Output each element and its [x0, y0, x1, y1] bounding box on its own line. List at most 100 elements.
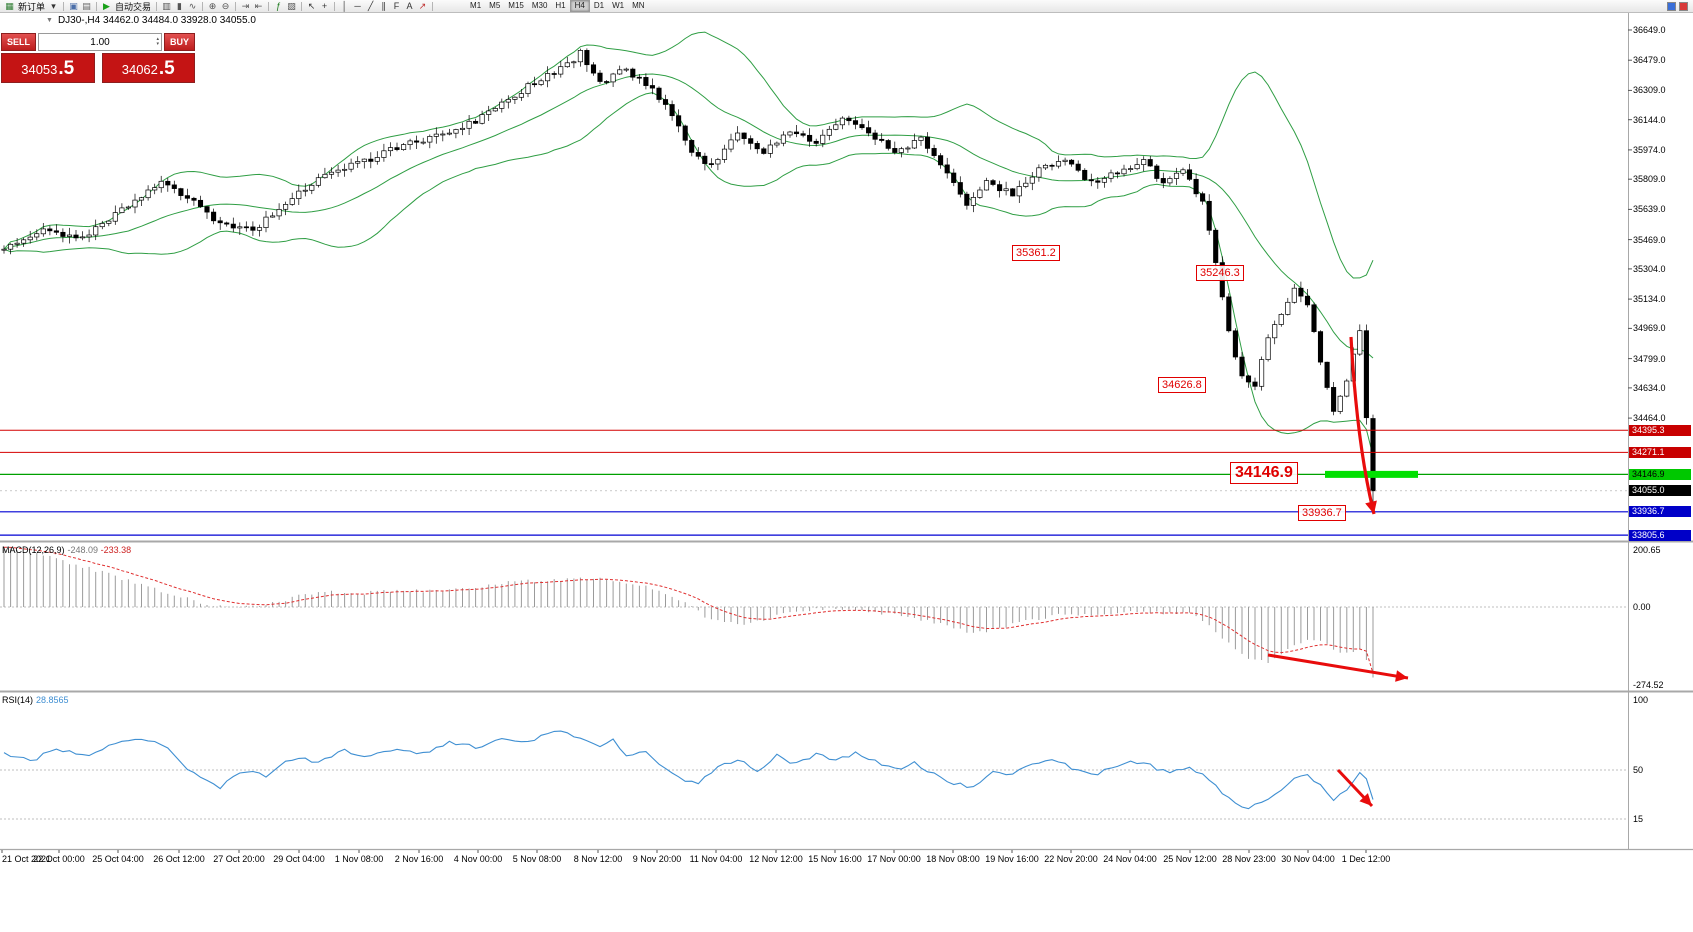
zoom-in-icon[interactable]: ⊕: [208, 0, 217, 11]
volume-value[interactable]: 1.00: [90, 36, 110, 48]
time-axis-label[interactable]: 17 Nov 00:00: [867, 854, 921, 864]
time-axis-label[interactable]: 1 Dec 12:00: [1341, 854, 1391, 864]
fibonacci-icon[interactable]: F: [393, 1, 400, 11]
macd-down-arrow-head: [1395, 670, 1408, 682]
autotrading-icon[interactable]: ▶: [103, 0, 110, 11]
new-order-icon[interactable]: ▦: [5, 0, 14, 11]
timeframe-M1[interactable]: M1: [470, 1, 482, 10]
price-annotation[interactable]: 33936.7: [1298, 505, 1346, 521]
horizontal-lines: [0, 429, 1628, 536]
zoom-out-icon[interactable]: ⊖: [221, 0, 230, 11]
time-axis-label[interactable]: 8 Nov 12:00: [573, 854, 623, 864]
channel-icon[interactable]: ∥: [381, 0, 386, 11]
price-scale-label: 35809.0: [1633, 174, 1666, 185]
time-axis-label[interactable]: 22 Nov 20:00: [1044, 854, 1098, 864]
vertical-line-icon[interactable]: │: [341, 1, 348, 11]
time-axis-label[interactable]: 15 Nov 16:00: [808, 854, 862, 864]
indicators-icon[interactable]: ƒ: [276, 1, 282, 11]
time-axis-label[interactable]: 11 Nov 04:00: [689, 854, 743, 864]
rsi-value: 28.8565: [36, 695, 69, 705]
macd-signal-value: -233.38: [100, 545, 132, 555]
price-tag: 33936.7: [1629, 506, 1691, 518]
price-annotation[interactable]: 34626.8: [1158, 377, 1206, 393]
macd-scale-label: -274.52: [1633, 679, 1664, 690]
price-crash-arrow[interactable]: [1349, 336, 1376, 515]
time-axis-label[interactable]: 4 Nov 00:00: [453, 854, 503, 864]
autotrading-button[interactable]: 自动交易: [115, 1, 152, 12]
auto-scroll-icon[interactable]: ⇥: [241, 0, 250, 11]
sell-button[interactable]: SELL: [1, 33, 37, 51]
macd-down-arrow[interactable]: [1267, 653, 1409, 680]
macd-scale-label: 200.65: [1633, 544, 1661, 555]
buy-button[interactable]: BUY: [163, 33, 195, 51]
line-chart-icon[interactable]: ∿: [188, 0, 197, 11]
time-axis-label[interactable]: 25 Oct 04:00: [92, 854, 144, 864]
price-annotation[interactable]: 34146.9: [1230, 462, 1298, 484]
profiles-icon[interactable]: ▤: [82, 0, 91, 11]
timeframe-M5[interactable]: M5: [489, 1, 501, 10]
trendline-icon[interactable]: ╱: [367, 0, 374, 11]
alerts-icon[interactable]: [1679, 1, 1688, 11]
price-scale-label: 34969.0: [1633, 323, 1666, 334]
candlestick-chart-icon[interactable]: ▮: [177, 0, 182, 11]
macd-label: MACD(12,26,9) -248.09 -233.38: [2, 545, 131, 555]
time-axis-label[interactable]: 12 Nov 12:00: [749, 854, 803, 864]
price-annotation[interactable]: 35361.2: [1012, 245, 1060, 261]
price-scale-label: 35974.0: [1633, 144, 1666, 155]
crosshair-icon[interactable]: +: [321, 1, 328, 11]
rsi-label: RSI(14) 28.8565: [2, 695, 69, 705]
time-axis-label[interactable]: 26 Oct 12:00: [153, 854, 205, 864]
time-axis-label[interactable]: 21 Oct 2021: [2, 854, 52, 864]
price-scale-label: 34634.0: [1633, 382, 1666, 393]
rsi-scale-label: 15: [1633, 814, 1644, 824]
price-scale-label: 35304.0: [1633, 263, 1666, 274]
arrows-icon[interactable]: ↗: [418, 0, 427, 11]
timeframe-H4[interactable]: H4: [569, 0, 590, 12]
text-icon[interactable]: A: [406, 1, 413, 11]
timeframe-M30[interactable]: M30: [531, 1, 548, 10]
toolbar-separator: [156, 1, 158, 11]
chart-shift-icon[interactable]: ⇤: [254, 0, 263, 11]
new-order-dropdown-icon[interactable]: ▾: [51, 0, 56, 11]
time-axis-label[interactable]: 30 Nov 04:00: [1281, 854, 1335, 864]
price-scale-label: 36309.0: [1633, 85, 1666, 96]
time-axis-label[interactable]: 19 Nov 16:00: [985, 854, 1039, 864]
price-annotation[interactable]: 35246.3: [1196, 265, 1244, 281]
time-axis-label[interactable]: 25 Nov 12:00: [1163, 854, 1217, 864]
sell-price-main: 34053: [21, 62, 58, 77]
time-axis-label[interactable]: 27 Oct 20:00: [213, 854, 265, 864]
new-order-button[interactable]: 新订单: [18, 1, 46, 12]
volume-spin-icons[interactable]: ▴ ▾: [156, 36, 159, 47]
community-icon[interactable]: [1667, 1, 1676, 11]
timeframe-M15[interactable]: M15: [508, 1, 524, 10]
buy-price[interactable]: 34062.5: [101, 53, 195, 83]
charts-grid-icon[interactable]: ▣: [69, 0, 78, 11]
time-axis-label[interactable]: 18 Nov 08:00: [926, 854, 980, 864]
panel-separators[interactable]: [0, 13, 1693, 853]
sell-price[interactable]: 34053.5: [1, 53, 95, 83]
time-axis-label[interactable]: 2 Nov 16:00: [394, 854, 444, 864]
time-axis-label[interactable]: 1 Nov 08:00: [334, 854, 384, 864]
templates-icon[interactable]: ▨: [287, 0, 296, 11]
price-scale-label: 36649.0: [1633, 25, 1666, 35]
cursor-icon[interactable]: ↖: [307, 0, 316, 11]
timeframe-W1[interactable]: W1: [612, 1, 625, 10]
time-axis-label[interactable]: 5 Nov 08:00: [512, 854, 562, 864]
time-axis-label[interactable]: 9 Nov 20:00: [632, 854, 682, 864]
time-axis-label[interactable]: 29 Oct 04:00: [273, 854, 325, 864]
time-axis-label[interactable]: 28 Nov 23:00: [1222, 854, 1276, 864]
horizontal-line-icon[interactable]: ─: [354, 1, 361, 11]
time-axis-label[interactable]: 22 Oct 00:00: [33, 854, 85, 864]
timeframe-D1[interactable]: D1: [593, 1, 605, 10]
bar-chart-icon[interactable]: ▥: [162, 0, 171, 11]
timeframe-H1[interactable]: H1: [555, 1, 566, 10]
buy-price-main: 34062: [121, 62, 158, 77]
timeframe-MN[interactable]: MN: [632, 1, 645, 10]
toolbar-separator: [235, 1, 237, 11]
volume-stepper[interactable]: 1.00 ▴ ▾: [38, 33, 162, 51]
time-axis-label[interactable]: 24 Nov 04:00: [1103, 854, 1157, 864]
rsi-down-arrow-head: [1359, 793, 1372, 806]
one-click-collapse-icon[interactable]: ▼: [46, 17, 53, 24]
symbol-ohlc-text: DJ30-,H4 34462.0 34484.0 33928.0 34055.0: [57, 15, 256, 26]
